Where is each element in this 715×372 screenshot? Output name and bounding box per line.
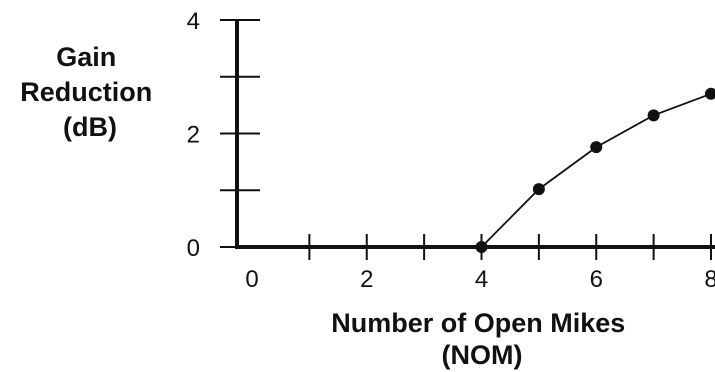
y-tick-label: 2 <box>187 122 200 149</box>
y-axis-title: Gain Reduction (dB) <box>20 42 160 142</box>
y-tick-label: 4 <box>187 8 200 35</box>
y-axis-title-line-1: Gain <box>56 42 116 72</box>
data-point <box>532 183 545 196</box>
y-tick-label: 0 <box>187 235 200 262</box>
x-tick-label: 4 <box>475 266 488 293</box>
data-point <box>590 141 603 154</box>
axes <box>235 20 715 249</box>
y-axis-title-line-3: (dB) <box>63 112 117 142</box>
data-point <box>475 241 488 253</box>
data-point <box>647 109 660 122</box>
y-axis-title-line-2: Reduction <box>20 77 152 107</box>
x-axis-title-line-1: Number of Open Mikes <box>331 308 625 338</box>
tick-labels: 0 2 4 6 8 0 2 4 <box>187 8 715 293</box>
x-axis-title-line-2: (NOM) <box>442 340 523 370</box>
series-line <box>480 92 712 248</box>
x-tick-label: 6 <box>590 266 603 293</box>
x-tick-label: 8 <box>704 266 715 293</box>
ticks <box>220 19 712 260</box>
x-tick-label: 2 <box>360 266 373 293</box>
data-series <box>475 87 715 253</box>
data-point <box>705 87 715 100</box>
x-axis-title: Number of Open Mikes (NOM) <box>331 308 633 370</box>
x-tick-label: 0 <box>245 266 258 293</box>
